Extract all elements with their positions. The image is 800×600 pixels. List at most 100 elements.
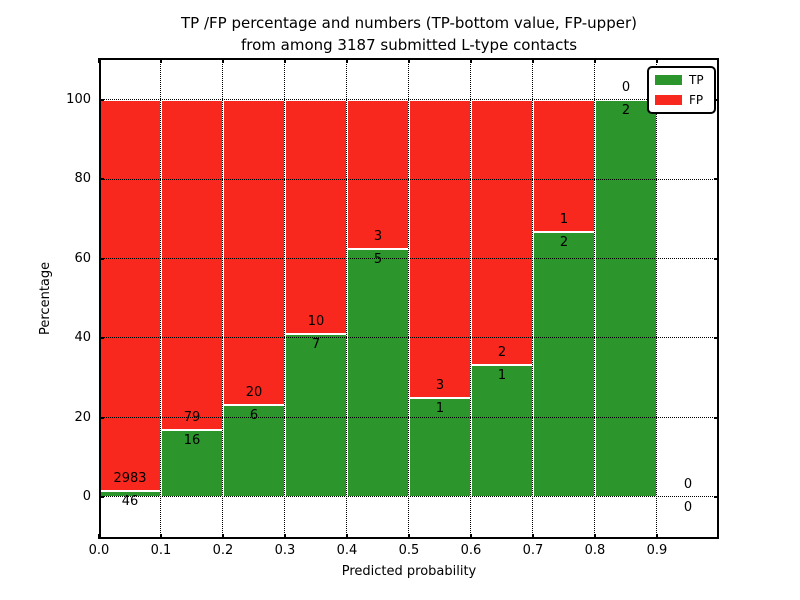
y-axis-tick	[99, 178, 104, 181]
bar-fp-segment	[347, 100, 409, 249]
fp-count-label: 2	[497, 344, 507, 360]
tp-count-label: 46	[121, 493, 139, 509]
y-tick-label: 100	[66, 92, 91, 108]
x-tick-label: 0.6	[460, 543, 482, 558]
fp-count-label: 1	[559, 212, 569, 228]
y-axis-tick-right	[714, 257, 719, 260]
x-axis-tick	[408, 534, 410, 539]
bar-fp-segment	[99, 100, 161, 491]
x-axis-tick	[470, 534, 472, 539]
y-tick-label: 40	[74, 330, 91, 346]
x-axis-tick	[222, 534, 224, 539]
grid-line-vertical	[470, 58, 472, 539]
x-axis-tick-top	[532, 58, 534, 63]
x-axis-tick	[346, 534, 348, 539]
x-axis-tick-top	[470, 58, 472, 63]
x-tick-label: 0.4	[336, 543, 358, 558]
grid-line-horizontal	[99, 258, 719, 260]
x-axis-tick	[160, 534, 162, 539]
y-axis-label: Percentage	[38, 261, 53, 336]
grid-line-vertical	[284, 58, 286, 539]
tp-color-swatch	[655, 75, 682, 86]
grid-line-vertical	[656, 58, 658, 539]
fp-count-label: 20	[245, 385, 263, 401]
x-tick-label: 0.2	[212, 543, 234, 558]
fp-count-label: 3	[435, 377, 445, 393]
chart-title-line2: from among 3187 submitted L-type contact…	[240, 36, 578, 54]
tp-count-label: 7	[311, 336, 321, 352]
x-axis-tick-top	[346, 58, 348, 63]
grid-line-horizontal	[99, 178, 719, 180]
x-axis-tick-top	[408, 58, 410, 63]
fp-color-swatch	[655, 94, 682, 105]
x-axis-tick-top	[160, 58, 162, 63]
x-axis-tick-top	[284, 58, 286, 63]
x-tick-label: 0.8	[584, 543, 606, 558]
fp-count-label: 79	[183, 410, 201, 426]
x-axis-tick-top	[222, 58, 224, 63]
grid-line-vertical	[532, 58, 534, 539]
tp-count-label: 2	[621, 103, 631, 119]
x-axis-tick-top	[656, 58, 658, 63]
y-axis-tick-right	[714, 178, 719, 181]
bar-tp-segment	[285, 333, 347, 497]
grid-line-vertical	[160, 58, 162, 539]
bar-tp-segment	[533, 232, 595, 497]
chart-title-line1: TP /FP percentage and numbers (TP-bottom…	[181, 14, 637, 32]
legend: TP FP	[647, 66, 716, 114]
y-axis-tick-right	[714, 495, 719, 498]
bar-tp-segment	[347, 248, 409, 497]
y-axis-tick-right	[714, 416, 719, 419]
y-tick-label: 60	[74, 250, 91, 266]
x-tick-label: 0.7	[522, 543, 544, 558]
tp-count-label: 16	[183, 433, 201, 449]
x-tick-label: 0.0	[88, 543, 110, 558]
x-tick-label: 0.9	[646, 543, 668, 558]
grid-line-horizontal	[99, 496, 719, 498]
fp-count-label: 0	[621, 80, 631, 96]
y-axis-tick	[99, 495, 104, 498]
y-tick-label: 20	[74, 409, 91, 425]
y-axis-tick	[99, 337, 104, 340]
y-tick-label: 80	[74, 171, 91, 187]
x-axis-tick	[532, 534, 534, 539]
x-axis-tick	[656, 534, 658, 539]
fp-count-label: 3	[373, 228, 383, 244]
legend-label-fp: FP	[689, 92, 704, 107]
fp-count-label: 2983	[113, 470, 147, 486]
x-axis-tick	[98, 534, 100, 539]
legend-label-tp: TP	[689, 73, 704, 88]
x-tick-label: 0.3	[274, 543, 296, 558]
tp-count-label: 5	[373, 251, 383, 267]
tp-count-label: 0	[683, 499, 693, 515]
plot-area: 2983 46 79 16 20 6 10 7 3 5 3 1 2 1 1 2 0 2 0 0	[98, 58, 719, 539]
y-tick-label: 0	[82, 488, 91, 504]
chart-title: TP /FP percentage and numbers (TP-bottom…	[99, 12, 719, 56]
y-axis-tick	[99, 416, 104, 419]
fp-count-label: 10	[307, 313, 325, 329]
x-axis-label: Predicted probability	[341, 564, 477, 579]
legend-entry-fp: FP	[655, 93, 708, 107]
x-axis-tick	[284, 534, 286, 539]
x-tick-label: 0.5	[398, 543, 420, 558]
bar-fp-segment	[223, 100, 285, 406]
legend-entry-tp: TP	[655, 73, 708, 87]
fp-count-label: 0	[683, 476, 693, 492]
y-axis-tick-right	[714, 99, 719, 102]
x-axis-tick	[594, 534, 596, 539]
x-axis-tick-top	[98, 58, 100, 63]
bar-tp-segment	[595, 100, 657, 497]
y-axis-tick-right	[714, 337, 719, 340]
bar-tp-segment	[223, 405, 285, 497]
bar-fp-segment	[409, 100, 471, 398]
grid-line-vertical	[222, 58, 224, 539]
bar-fp-segment	[285, 100, 347, 334]
bar-fp-segment	[161, 100, 223, 431]
tp-count-label: 1	[435, 400, 445, 416]
grid-line-vertical	[408, 58, 410, 539]
bar-fp-segment	[471, 100, 533, 365]
bar-tp-segment	[471, 364, 533, 497]
tp-count-label: 6	[249, 408, 259, 424]
tp-count-label: 1	[497, 367, 507, 383]
